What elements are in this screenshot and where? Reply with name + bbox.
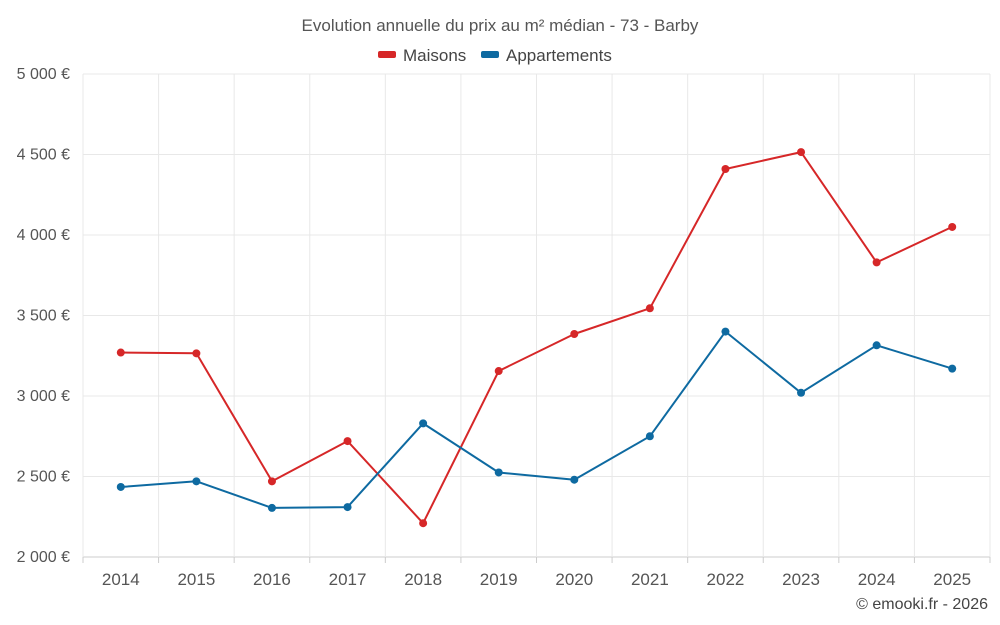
- data-point-appartements-2015[interactable]: [192, 477, 201, 486]
- y-tick-label: 3 000 €: [17, 388, 70, 405]
- x-tick-label: 2020: [555, 570, 593, 589]
- gridlines: [82, 73, 991, 558]
- x-tick-label: 2015: [177, 570, 215, 589]
- chart-title: Evolution annuelle du prix au m² médian …: [302, 16, 699, 35]
- data-point-maisons-2016[interactable]: [267, 477, 276, 486]
- x-tick-label: 2025: [933, 570, 971, 589]
- data-point-maisons-2017[interactable]: [343, 437, 352, 446]
- series-maisons: [116, 148, 957, 528]
- data-point-appartements-2023[interactable]: [797, 388, 806, 397]
- x-axis: 2014 2015 2016 2017 2018 2019 2020 2021 2022 2023…: [82, 557, 991, 589]
- y-axis: 2 000 € 2 500 € 3 000 € 3 500 € 4 000 € 4 500…: [17, 66, 70, 566]
- data-point-maisons-2025[interactable]: [948, 222, 957, 231]
- data-point-appartements-2020[interactable]: [570, 475, 579, 484]
- data-point-appartements-2016[interactable]: [267, 503, 276, 512]
- y-tick-label: 2 000 €: [17, 549, 70, 566]
- x-tick-label: 2016: [253, 570, 291, 589]
- y-tick-label: 5 000 €: [17, 66, 70, 83]
- series-appartements: [116, 327, 957, 512]
- data-point-maisons-2014[interactable]: [116, 348, 125, 357]
- legend: Maisons Appartements: [378, 46, 612, 65]
- data-point-maisons-2015[interactable]: [192, 349, 201, 358]
- data-point-appartements-2018[interactable]: [419, 419, 428, 428]
- data-point-maisons-2023[interactable]: [797, 148, 806, 157]
- legend-item-maisons[interactable]: Maisons: [378, 46, 466, 65]
- data-point-maisons-2019[interactable]: [494, 367, 503, 376]
- legend-item-appartements[interactable]: Appartements: [481, 46, 612, 65]
- data-point-maisons-2022[interactable]: [721, 164, 730, 173]
- x-tick-label: 2014: [102, 570, 140, 589]
- data-point-appartements-2014[interactable]: [116, 482, 125, 491]
- x-tick-label: 2023: [782, 570, 820, 589]
- x-tick-label: 2022: [707, 570, 745, 589]
- data-point-maisons-2021[interactable]: [645, 304, 654, 313]
- y-tick-label: 2 500 €: [17, 469, 70, 486]
- data-point-appartements-2021[interactable]: [645, 432, 654, 441]
- data-point-appartements-2019[interactable]: [494, 468, 503, 477]
- legend-label-appartements: Appartements: [506, 46, 612, 65]
- x-tick-label: 2017: [329, 570, 367, 589]
- data-point-maisons-2018[interactable]: [419, 519, 428, 528]
- legend-swatch-appartements: [481, 51, 499, 58]
- data-point-appartements-2017[interactable]: [343, 503, 352, 512]
- x-tick-label: 2018: [404, 570, 442, 589]
- x-tick-label: 2024: [858, 570, 896, 589]
- legend-label-maisons: Maisons: [403, 46, 466, 65]
- data-point-maisons-2020[interactable]: [570, 330, 579, 339]
- data-point-appartements-2025[interactable]: [948, 364, 957, 373]
- x-tick-label: 2019: [480, 570, 518, 589]
- series: [116, 148, 957, 528]
- y-tick-label: 4 000 €: [17, 227, 70, 244]
- series-line-appartements: [120, 330, 953, 509]
- credit-text: © emooki.fr - 2026: [856, 596, 988, 613]
- legend-swatch-maisons: [378, 51, 396, 58]
- data-point-appartements-2022[interactable]: [721, 327, 730, 336]
- data-point-appartements-2024[interactable]: [872, 341, 881, 350]
- x-tick-label: 2021: [631, 570, 669, 589]
- data-point-maisons-2024[interactable]: [872, 258, 881, 267]
- y-tick-label: 3 500 €: [17, 308, 70, 325]
- y-tick-label: 4 500 €: [17, 147, 70, 164]
- series-line-maisons: [120, 151, 953, 525]
